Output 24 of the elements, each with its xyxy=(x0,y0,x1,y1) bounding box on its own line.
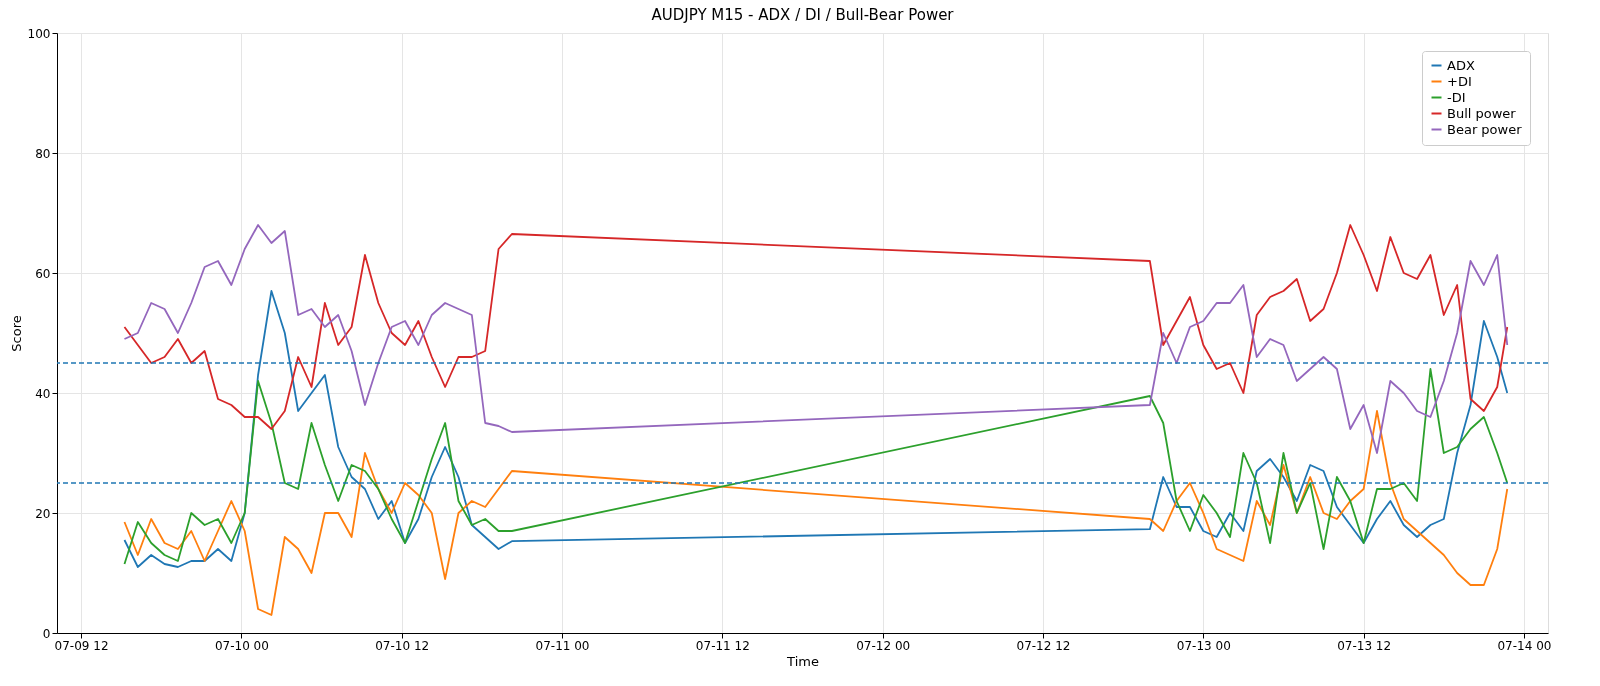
y-tick-label: 60 xyxy=(35,266,51,281)
chart-title: AUDJPY M15 - ADX / DI / Bull-Bear Power xyxy=(651,6,955,24)
x-tick-label: 07-09 12 xyxy=(54,638,109,653)
legend-label: Bull power xyxy=(1447,105,1517,121)
x-tick-label: 07-13 12 xyxy=(1337,638,1392,653)
legend-label: ADX xyxy=(1447,57,1475,73)
x-tick-label: 07-11 00 xyxy=(535,638,590,653)
legend-label: -DI xyxy=(1447,89,1466,105)
y-axis-title: Score xyxy=(8,315,24,352)
y-tick-label: 20 xyxy=(35,506,51,521)
x-axis-title: Time xyxy=(786,653,819,669)
y-tick-label: 100 xyxy=(27,26,51,41)
y-tick-label: 0 xyxy=(42,626,51,641)
legend-label: +DI xyxy=(1447,73,1472,89)
legend-label: Bear power xyxy=(1447,121,1523,137)
x-tick-label: 07-14 00 xyxy=(1497,638,1552,653)
y-tick-label: 80 xyxy=(35,146,51,161)
x-tick-label: 07-10 00 xyxy=(214,638,269,653)
x-tick-label: 07-10 12 xyxy=(375,638,430,653)
x-tick-label: 07-11 12 xyxy=(695,638,750,653)
x-tick-label: 07-12 12 xyxy=(1016,638,1071,653)
y-tick-label: 40 xyxy=(35,386,51,401)
x-tick-label: 07-12 00 xyxy=(856,638,911,653)
x-tick-label: 07-13 00 xyxy=(1176,638,1231,653)
